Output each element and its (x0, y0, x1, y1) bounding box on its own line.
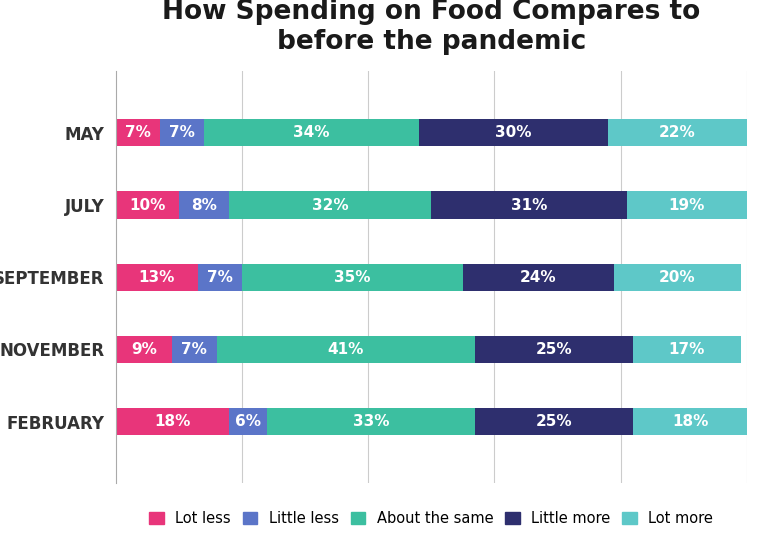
Text: 18%: 18% (154, 414, 190, 429)
Text: 7%: 7% (125, 125, 151, 141)
Bar (204, 119, 419, 147)
Text: 20%: 20% (659, 270, 696, 285)
Bar (216, 336, 475, 363)
Text: 25%: 25% (536, 342, 573, 357)
Text: 18%: 18% (672, 414, 708, 429)
Bar (159, 119, 204, 147)
Text: 34%: 34% (293, 125, 330, 141)
Bar (475, 408, 633, 435)
Bar (431, 191, 627, 219)
Text: 41%: 41% (328, 342, 364, 357)
Title: How Spending on Food Compares to
before the pandemic: How Spending on Food Compares to before … (162, 0, 701, 55)
Bar (608, 119, 747, 147)
Text: 33%: 33% (353, 414, 390, 429)
Bar (229, 191, 431, 219)
Text: 30%: 30% (495, 125, 531, 141)
Text: 19%: 19% (668, 198, 705, 212)
Text: 24%: 24% (521, 270, 557, 285)
Text: 25%: 25% (536, 414, 573, 429)
Legend: Lot less, Little less, About the same, Little more, Lot more: Lot less, Little less, About the same, L… (149, 511, 713, 526)
Bar (116, 191, 179, 219)
Text: 8%: 8% (191, 198, 217, 212)
Text: 32%: 32% (312, 198, 349, 212)
Text: 6%: 6% (235, 414, 261, 429)
Text: 31%: 31% (511, 198, 547, 212)
Bar (627, 191, 747, 219)
Text: 10%: 10% (129, 198, 166, 212)
Bar (463, 264, 614, 291)
Text: 35%: 35% (334, 270, 370, 285)
Text: 7%: 7% (206, 270, 233, 285)
Bar (116, 119, 159, 147)
Bar (116, 408, 229, 435)
Text: 13%: 13% (139, 270, 175, 285)
Text: 17%: 17% (668, 342, 705, 357)
Bar (179, 191, 229, 219)
Text: 22%: 22% (659, 125, 696, 141)
Text: 9%: 9% (131, 342, 157, 357)
Text: 7%: 7% (169, 125, 195, 141)
Bar (242, 264, 463, 291)
Bar (116, 336, 172, 363)
Text: 7%: 7% (182, 342, 207, 357)
Bar (633, 408, 747, 435)
Bar (475, 336, 633, 363)
Bar (116, 264, 198, 291)
Bar (419, 119, 608, 147)
Bar (267, 408, 475, 435)
Bar (614, 264, 741, 291)
Bar (172, 336, 216, 363)
Bar (633, 336, 741, 363)
Bar (198, 264, 242, 291)
Bar (229, 408, 267, 435)
